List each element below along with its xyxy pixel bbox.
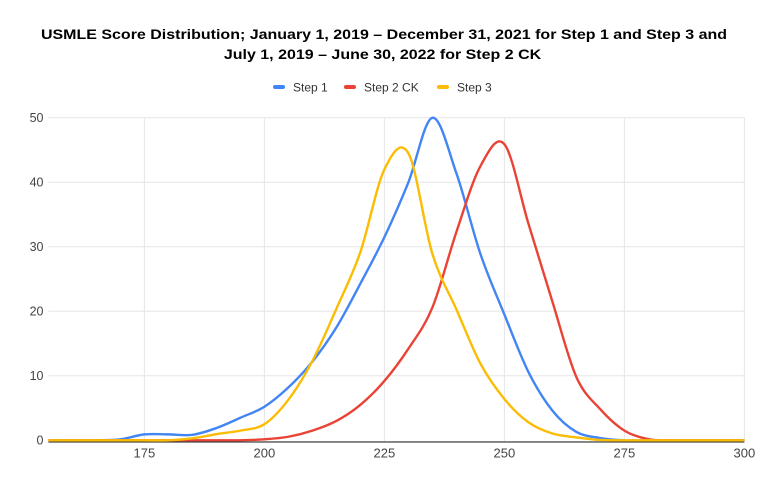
svg-text:Step 1: Step 1 — [293, 81, 328, 95]
svg-text:July 1, 2019 – June 30, 2022 f: July 1, 2019 – June 30, 2022 for Step 2 … — [224, 47, 541, 63]
svg-text:20: 20 — [30, 305, 44, 319]
svg-text:200: 200 — [254, 445, 276, 460]
svg-text:Step 3: Step 3 — [457, 81, 492, 95]
svg-text:50: 50 — [30, 111, 44, 125]
svg-text:10: 10 — [30, 369, 44, 383]
svg-text:USMLE Score Distribution; Janu: USMLE Score Distribution; January 1, 201… — [41, 27, 727, 43]
svg-text:Step 2 CK: Step 2 CK — [364, 81, 419, 95]
svg-text:300: 300 — [734, 445, 756, 460]
svg-text:275: 275 — [614, 445, 636, 460]
svg-text:40: 40 — [30, 176, 44, 190]
svg-text:250: 250 — [494, 445, 516, 460]
svg-text:0: 0 — [37, 434, 44, 448]
svg-text:225: 225 — [374, 445, 396, 460]
svg-text:175: 175 — [134, 445, 156, 460]
svg-text:30: 30 — [30, 240, 44, 254]
